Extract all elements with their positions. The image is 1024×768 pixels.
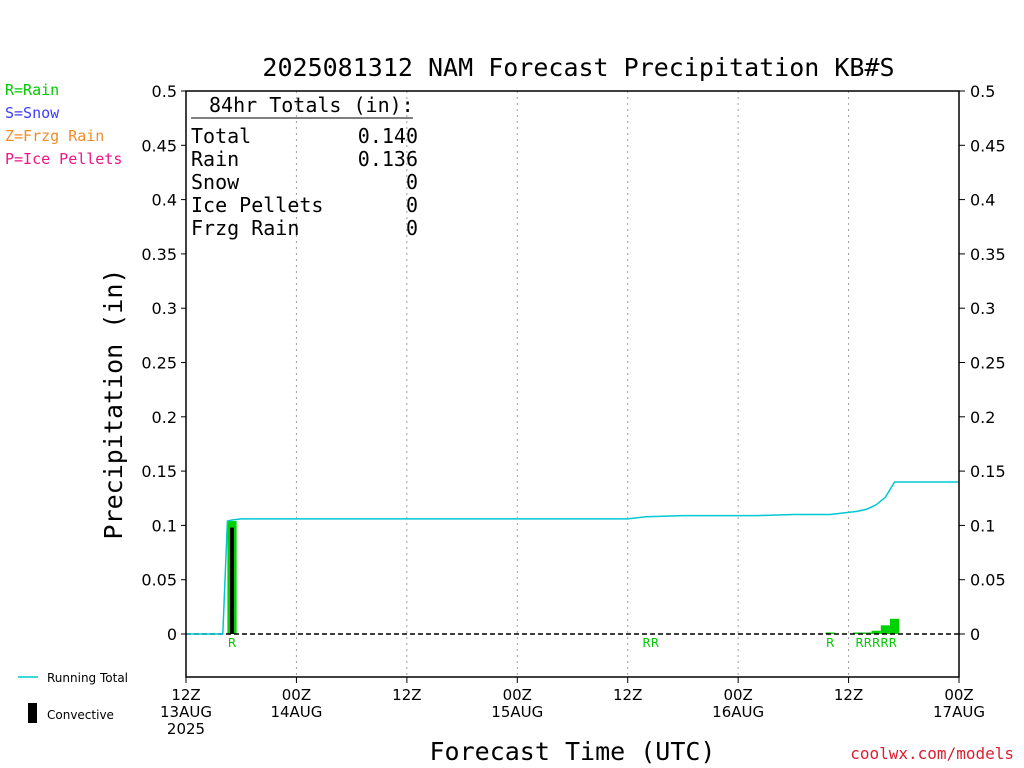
y-tick-label-right: 0.15 — [970, 462, 1006, 481]
x-tick-label: 12Z — [171, 686, 200, 704]
totals-header: 84hr Totals (in): — [209, 93, 414, 117]
y-tick-label-right: 0.45 — [970, 136, 1006, 155]
x-tick-label: 00Z — [723, 686, 752, 704]
x-tick-label: 15AUG — [491, 703, 543, 721]
y-tick-label-left: 0 — [167, 625, 177, 644]
totals-row-value: 0.140 — [358, 124, 418, 148]
plot-frame — [185, 90, 960, 678]
y-tick-label-left: 0.1 — [152, 516, 177, 535]
rain-bar — [880, 625, 890, 634]
rain-bar — [889, 618, 900, 634]
y-tick-label-right: 0.25 — [970, 354, 1006, 373]
precip-type-label: R — [228, 636, 236, 650]
y-axis-label: Precipitation (in) — [99, 269, 128, 540]
y-tick-label-right: 0.3 — [970, 299, 995, 318]
y-tick-label-right: 0.4 — [970, 191, 995, 210]
totals-row-label: Rain — [191, 147, 239, 171]
totals-row-label: Frzg Rain — [191, 216, 299, 240]
y-tick-label-right: 0.05 — [970, 571, 1006, 590]
x-tick-label: 2025 — [167, 720, 205, 738]
x-tick-label: 12Z — [613, 686, 642, 704]
precip-type-legend-item: Z=Frzg Rain — [5, 127, 105, 145]
x-tick-label: 00Z — [503, 686, 532, 704]
y-tick-label-right: 0.5 — [970, 82, 995, 101]
totals-row-value: 0.136 — [358, 147, 418, 171]
y-tick-label-left: 0.25 — [141, 354, 177, 373]
y-tick-label-left: 0.05 — [141, 571, 177, 590]
y-tick-label-right: 0.35 — [970, 245, 1006, 264]
y-tick-label-right: 0 — [970, 625, 980, 644]
precip-type-legend-item: R=Rain — [5, 81, 60, 99]
credit-text: coolwx.com/models — [850, 744, 1014, 763]
precip-type-legend-item: P=Ice Pellets — [5, 150, 123, 168]
x-tick-label: 12Z — [834, 686, 863, 704]
totals-row-value: 0 — [406, 193, 418, 217]
totals-row-value: 0 — [406, 170, 418, 194]
totals-row-label: Total — [191, 124, 251, 148]
y-tick-label-left: 0.4 — [152, 191, 177, 210]
convective-legend-swatch — [28, 703, 37, 723]
x-axis-label: Forecast Time (UTC) — [430, 737, 716, 766]
x-tick-label: 16AUG — [712, 703, 764, 721]
convective-bar — [230, 527, 235, 634]
x-tick-label: 00Z — [944, 686, 973, 704]
y-tick-label-right: 0.2 — [970, 408, 995, 427]
chart-title: 2025081312 NAM Forecast Precipitation KB… — [262, 53, 894, 82]
y-tick-label-left: 0.5 — [152, 82, 177, 101]
precip-type-legend-item: S=Snow — [5, 104, 60, 122]
y-tick-label-left: 0.2 — [152, 408, 177, 427]
x-tick-label: 12Z — [392, 686, 421, 704]
totals-row-value: 0 — [406, 216, 418, 240]
precip-type-label: RRRRR — [855, 636, 897, 650]
totals-row-label: Ice Pellets — [191, 193, 323, 217]
x-tick-label: 00Z — [282, 686, 311, 704]
precip-type-label: R — [826, 636, 834, 650]
rain-bar — [853, 632, 863, 634]
totals-row-label: Snow — [191, 170, 240, 194]
y-tick-label-right: 0.1 — [970, 516, 995, 535]
y-tick-label-left: 0.3 — [152, 299, 177, 318]
y-tick-label-left: 0.45 — [141, 136, 177, 155]
x-tick-label: 17AUG — [933, 703, 985, 721]
running-total-legend-label: Running Total — [47, 671, 129, 685]
x-tick-label: 13AUG — [160, 703, 212, 721]
convective-legend-label: Convective — [47, 708, 114, 722]
rain-bar — [871, 630, 881, 634]
y-tick-label-left: 0.15 — [141, 462, 177, 481]
running-total-line — [186, 481, 959, 635]
x-tick-label: 14AUG — [270, 703, 322, 721]
y-tick-label-left: 0.35 — [141, 245, 177, 264]
precip-type-label: RR — [642, 636, 659, 650]
